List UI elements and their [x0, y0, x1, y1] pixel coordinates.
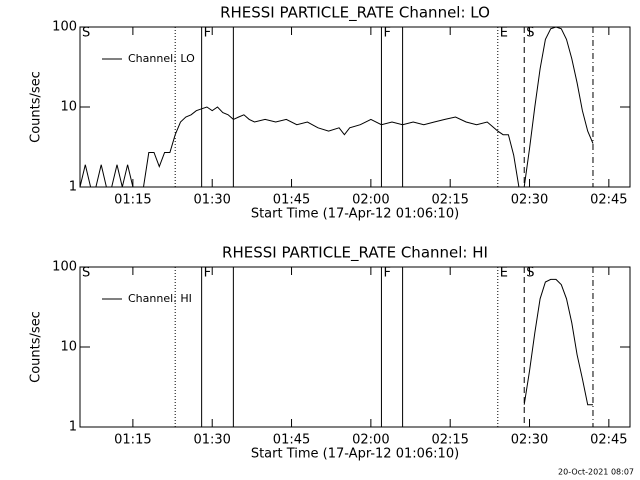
event-label: S [82, 26, 90, 41]
x-tick-label: 01:15 [114, 433, 151, 448]
x-tick-label: 01:30 [193, 193, 230, 208]
x-tick-label: 02:30 [511, 433, 548, 448]
x-tick-label: 01:45 [273, 433, 310, 448]
x-tick-label: 02:45 [590, 433, 627, 448]
x-tick-label: 02:00 [352, 433, 389, 448]
y-axis-label: Counts/sec [29, 311, 44, 383]
plot-frame [79, 266, 631, 428]
event-label: F [383, 26, 390, 41]
event-label: S [526, 26, 534, 41]
event-label: E [500, 266, 508, 281]
chart-title: RHESSI PARTICLE_RATE Channel: LO [220, 4, 490, 23]
event-label: S [526, 266, 534, 281]
chart-title: RHESSI PARTICLE_RATE Channel: HI [222, 244, 488, 263]
event-label: E [500, 26, 508, 41]
event-label: S [82, 266, 90, 281]
plot-frame [79, 26, 631, 188]
legend-label: Channel: HI [128, 292, 192, 305]
data-line [523, 278, 593, 406]
event-label: F [204, 266, 211, 281]
data-line [79, 26, 594, 188]
y-tick-label: 100 [52, 20, 77, 35]
legend-label: Channel: LO [128, 52, 195, 65]
y-tick-label: 10 [60, 340, 77, 355]
y-tick-label: 1 [69, 420, 77, 435]
event-label: F [204, 26, 211, 41]
x-tick-label: 02:15 [431, 193, 468, 208]
y-tick-label: 1 [69, 180, 77, 195]
x-tick-label: 01:15 [114, 193, 151, 208]
x-axis-label: Start Time (17-Apr-12 01:06:10) [251, 207, 459, 222]
y-tick-label: 100 [52, 260, 77, 275]
x-tick-label: 01:45 [273, 193, 310, 208]
event-label: F [383, 266, 390, 281]
x-tick-label: 02:30 [511, 193, 548, 208]
x-tick-label: 01:30 [193, 433, 230, 448]
x-axis-label: Start Time (17-Apr-12 01:06:10) [251, 447, 459, 462]
y-axis-label: Counts/sec [29, 71, 44, 143]
x-tick-label: 02:45 [590, 193, 627, 208]
x-tick-label: 02:00 [352, 193, 389, 208]
footer: 20-Oct-2021 08:07 [558, 468, 634, 477]
y-tick-label: 10 [60, 100, 77, 115]
x-tick-label: 02:15 [431, 433, 468, 448]
